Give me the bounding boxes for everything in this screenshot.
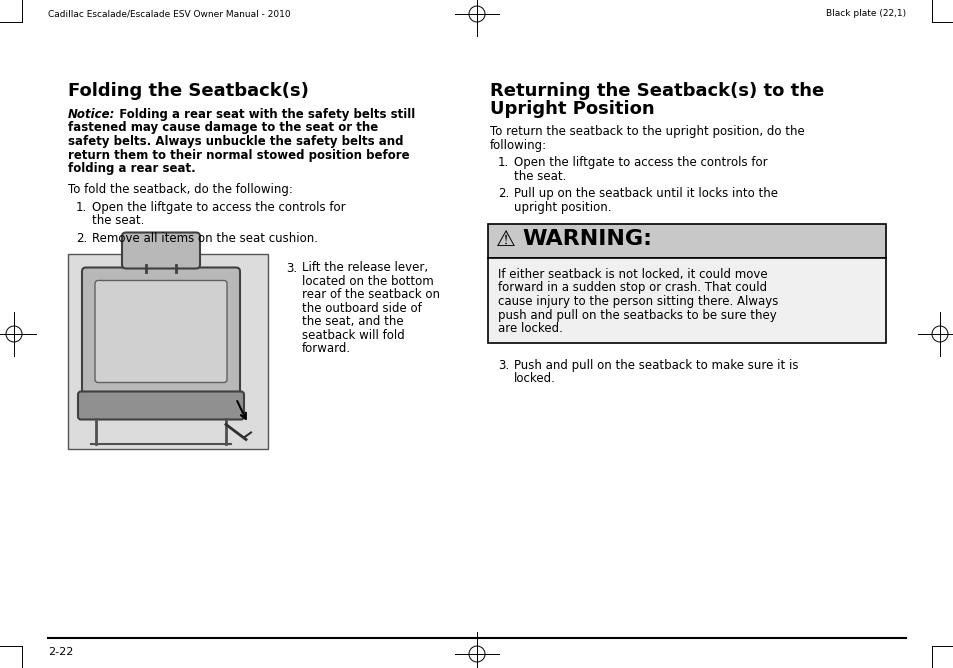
Text: To return the seatback to the upright position, do the: To return the seatback to the upright po… [490, 125, 804, 138]
Text: 1.: 1. [497, 156, 509, 169]
Text: return them to their normal stowed position before: return them to their normal stowed posit… [68, 148, 409, 162]
FancyBboxPatch shape [78, 391, 244, 420]
Text: Upright Position: Upright Position [490, 100, 654, 118]
Text: forward in a sudden stop or crash. That could: forward in a sudden stop or crash. That … [497, 281, 766, 295]
Text: Returning the Seatback(s) to the: Returning the Seatback(s) to the [490, 82, 823, 100]
Text: forward.: forward. [302, 343, 351, 355]
Text: the seat, and the: the seat, and the [302, 315, 403, 329]
Text: rear of the seatback on: rear of the seatback on [302, 289, 439, 301]
Text: 2-22: 2-22 [48, 647, 73, 657]
Text: Push and pull on the seatback to make sure it is: Push and pull on the seatback to make su… [514, 359, 798, 372]
Text: 2.: 2. [76, 232, 87, 245]
Text: ⚠: ⚠ [496, 230, 516, 250]
Bar [68, 253, 268, 448]
Text: Folding a rear seat with the safety belts still: Folding a rear seat with the safety belt… [111, 108, 415, 121]
Text: 1.: 1. [76, 201, 87, 214]
Text: Open the liftgate to access the controls for: Open the liftgate to access the controls… [91, 201, 345, 214]
Bar [488, 224, 885, 258]
Text: 3.: 3. [497, 359, 509, 372]
Text: following:: following: [490, 138, 547, 152]
Text: Pull up on the seatback until it locks into the: Pull up on the seatback until it locks i… [514, 187, 778, 200]
Text: Black plate (22,1): Black plate (22,1) [825, 9, 905, 19]
Bar [488, 258, 885, 343]
Text: located on the bottom: located on the bottom [302, 275, 434, 288]
Text: 3.: 3. [286, 261, 296, 275]
FancyBboxPatch shape [95, 281, 227, 383]
Text: fastened may cause damage to the seat or the: fastened may cause damage to the seat or… [68, 122, 377, 134]
Text: Notice:: Notice: [68, 108, 115, 121]
Text: the seat.: the seat. [91, 214, 144, 228]
Text: folding a rear seat.: folding a rear seat. [68, 162, 195, 175]
Text: Open the liftgate to access the controls for: Open the liftgate to access the controls… [514, 156, 767, 169]
Text: Folding the Seatback(s): Folding the Seatback(s) [68, 82, 309, 100]
Text: 2.: 2. [497, 187, 509, 200]
Text: the outboard side of: the outboard side of [302, 302, 421, 315]
Text: locked.: locked. [514, 373, 556, 385]
Text: safety belts. Always unbuckle the safety belts and: safety belts. Always unbuckle the safety… [68, 135, 403, 148]
Text: Cadillac Escalade/Escalade ESV Owner Manual - 2010: Cadillac Escalade/Escalade ESV Owner Man… [48, 9, 291, 19]
Text: are locked.: are locked. [497, 322, 562, 335]
Text: push and pull on the seatbacks to be sure they: push and pull on the seatbacks to be sur… [497, 309, 776, 321]
Text: upright position.: upright position. [514, 200, 611, 214]
Text: WARNING:: WARNING: [521, 229, 651, 249]
FancyBboxPatch shape [122, 232, 200, 269]
Text: seatback will fold: seatback will fold [302, 329, 404, 342]
FancyBboxPatch shape [82, 267, 240, 395]
Text: Lift the release lever,: Lift the release lever, [302, 261, 428, 275]
Text: Remove all items on the seat cushion.: Remove all items on the seat cushion. [91, 232, 317, 245]
Text: To fold the seatback, do the following:: To fold the seatback, do the following: [68, 184, 293, 196]
Text: cause injury to the person sitting there. Always: cause injury to the person sitting there… [497, 295, 778, 308]
Text: If either seatback is not locked, it could move: If either seatback is not locked, it cou… [497, 268, 767, 281]
Text: the seat.: the seat. [514, 170, 566, 182]
